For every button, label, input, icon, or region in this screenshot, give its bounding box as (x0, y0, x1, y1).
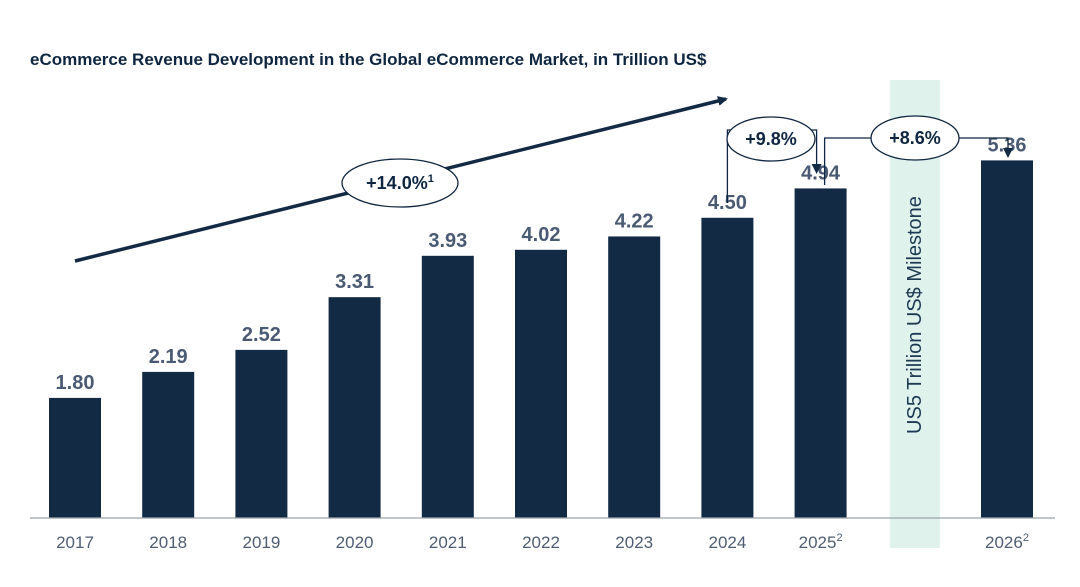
growth-rate-label: +8.6% (889, 128, 941, 148)
x-tick-label: 2024 (708, 533, 746, 552)
x-tick-text: 2026 (985, 533, 1023, 552)
bar (142, 371, 195, 518)
x-tick-text: 2019 (242, 533, 280, 552)
x-tick-label: 2023 (615, 533, 653, 552)
x-tick-text: 2021 (429, 533, 467, 552)
value-label: 2.52 (242, 324, 281, 346)
value-label: 4.02 (522, 224, 561, 246)
bar (328, 297, 381, 518)
value-label: 3.31 (335, 271, 374, 293)
x-tick-text: 2023 (615, 533, 653, 552)
growth-rate-text: +8.6% (889, 128, 941, 148)
bar (701, 217, 754, 518)
value-label: 1.80 (56, 372, 95, 394)
x-tick-text: 2025 (799, 533, 837, 552)
footnote-marker: 2 (836, 532, 842, 544)
milestone-label: US5 Trillion US$ Milestone (904, 196, 926, 434)
x-tick-text: 2020 (336, 533, 374, 552)
bar (421, 255, 474, 518)
x-tick-label: 2020 (336, 533, 374, 552)
x-tick-text: 2018 (149, 533, 187, 552)
x-tick-label: 2017 (56, 533, 94, 552)
footnote-marker: 2 (1023, 532, 1029, 544)
value-label: 3.93 (428, 230, 467, 252)
growth-badge (726, 116, 816, 162)
x-tick-label: 2018 (149, 533, 187, 552)
growth-badge (341, 158, 459, 208)
growth-rate-text: +14.0% (366, 173, 428, 193)
x-tick-label: 2022 (522, 533, 560, 552)
x-tick-label: 20252 (799, 532, 843, 552)
chart-title: eCommerce Revenue Development in the Glo… (30, 50, 707, 69)
x-tick-text: 2017 (56, 533, 94, 552)
bar (49, 397, 101, 518)
growth-rate-label: +9.8% (745, 129, 797, 149)
value-label: 4.94 (801, 162, 841, 184)
growth-badge (870, 115, 960, 161)
value-label: 2.19 (149, 346, 188, 368)
x-tick-label: 2019 (242, 533, 280, 552)
x-tick-label: 2021 (429, 533, 467, 552)
bar (794, 188, 847, 518)
value-label: 4.22 (615, 210, 654, 232)
x-tick-text: 2024 (708, 533, 746, 552)
bar (235, 349, 288, 518)
growth-rate-label: +14.0%1 (366, 173, 434, 193)
bar (981, 160, 1033, 518)
bar (608, 236, 661, 518)
x-tick-text: 2022 (522, 533, 560, 552)
bar (515, 249, 567, 519)
x-tick-label: 20262 (985, 532, 1029, 552)
growth-rate-text: +9.8% (745, 129, 797, 149)
value-label: 5.36 (988, 134, 1027, 156)
footnote-marker: 1 (428, 173, 434, 185)
